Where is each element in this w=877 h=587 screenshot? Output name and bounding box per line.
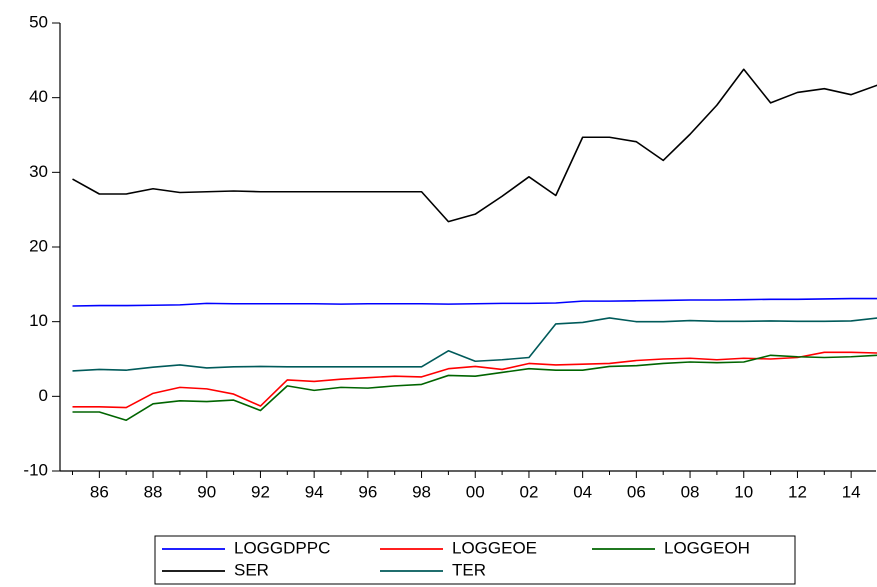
legend-label: TER [452, 560, 486, 579]
y-tick-label: -10 [23, 460, 48, 479]
y-tick-label: 20 [29, 236, 48, 255]
series-line [72, 317, 877, 372]
x-tick-label: 00 [466, 482, 485, 501]
x-tick-label: 06 [627, 482, 646, 501]
x-tick-label: 86 [90, 482, 109, 501]
legend-label: LOGGDPPC [234, 538, 330, 557]
legend-label: SER [234, 560, 269, 579]
x-tick-label: 98 [412, 482, 431, 501]
x-tick-label: 92 [251, 482, 270, 501]
legend-label: LOGGEOH [664, 538, 750, 557]
series-line [72, 297, 877, 307]
x-tick-label: 08 [681, 482, 700, 501]
series-line [72, 68, 877, 223]
series-line [72, 354, 877, 422]
x-tick-label: 96 [358, 482, 377, 501]
x-tick-label: 04 [573, 482, 592, 501]
y-tick-label: 40 [29, 87, 48, 106]
y-tick-label: 10 [29, 311, 48, 330]
x-tick-label: 90 [197, 482, 216, 501]
y-tick-label: 0 [39, 386, 48, 405]
series-line [72, 351, 877, 409]
x-tick-label: 02 [519, 482, 538, 501]
y-tick-label: 30 [29, 162, 48, 181]
x-tick-label: 88 [144, 482, 163, 501]
x-tick-label: 94 [305, 482, 324, 501]
y-tick-label: 50 [29, 12, 48, 31]
x-tick-label: 10 [734, 482, 753, 501]
legend-label: LOGGEOE [452, 538, 537, 557]
x-tick-label: 14 [842, 482, 861, 501]
x-tick-label: 12 [788, 482, 807, 501]
legend-box [154, 535, 796, 585]
